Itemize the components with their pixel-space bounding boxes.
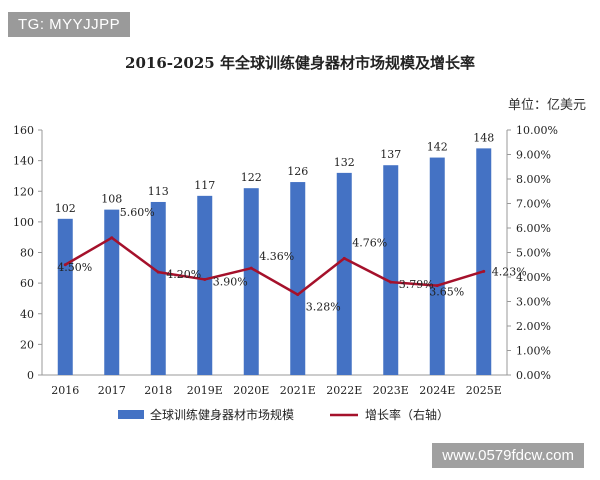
legend-line-label: 增长率（右轴）	[365, 407, 449, 422]
bar-label: 142	[427, 141, 448, 154]
bar-2017	[104, 209, 120, 375]
unit-label: 单位：亿美元	[507, 98, 586, 113]
right-tick-label: 4.00%	[516, 271, 551, 284]
left-tick-label: 100	[13, 216, 34, 229]
left-tick-label: 60	[20, 277, 34, 290]
right-tick-label: 10.00%	[516, 124, 558, 137]
growth-rate-point	[63, 263, 67, 267]
bar-label: 122	[241, 171, 262, 184]
growth-rate-label: 3.28%	[306, 301, 341, 314]
x-tick-label: 2019E	[187, 384, 223, 397]
right-tick-label: 1.00%	[516, 345, 551, 358]
growth-rate-label: 3.65%	[429, 286, 464, 299]
legend-bar-label: 全球训练健身器材市场规模	[150, 407, 294, 422]
left-tick-label: 160	[13, 124, 34, 137]
x-tick-label: 2022E	[326, 384, 362, 397]
growth-rate-point	[296, 293, 300, 297]
growth-rate-label: 4.76%	[352, 236, 387, 249]
growth-rate-point	[435, 284, 439, 288]
growth-rate-label: 4.23%	[492, 265, 527, 278]
growth-rate-point	[110, 236, 114, 240]
bar-2019E	[197, 195, 213, 375]
bar-label: 126	[287, 165, 308, 178]
bar-label: 108	[101, 193, 122, 206]
x-tick-label: 2025E	[466, 384, 502, 397]
left-tick-label: 140	[13, 155, 34, 168]
right-tick-label: 5.00%	[516, 247, 551, 260]
growth-rate-label: 4.20%	[166, 268, 201, 281]
x-tick-label: 2020E	[233, 384, 269, 397]
chart-title: 2016-2025 年全球训练健身器材市场规模及增长率	[125, 54, 475, 72]
x-tick-label: 2016	[51, 384, 79, 397]
bar-label: 148	[473, 131, 494, 144]
bar-label: 113	[148, 185, 169, 198]
right-tick-label: 0.00%	[516, 369, 551, 382]
bar-2018	[150, 201, 166, 375]
x-tick-label: 2023E	[373, 384, 409, 397]
bar-2016	[57, 218, 73, 375]
bar-label: 137	[380, 148, 401, 161]
growth-rate-label: 4.36%	[259, 250, 294, 263]
bar-label: 117	[194, 179, 215, 192]
left-tick-label: 0	[27, 369, 34, 382]
right-tick-label: 8.00%	[516, 173, 551, 186]
bar-label: 102	[55, 202, 76, 215]
right-tick-label: 9.00%	[516, 149, 551, 162]
watermark-top-left: TG: MYYJJPP	[8, 12, 131, 37]
x-tick-label: 2017	[98, 384, 126, 397]
growth-rate-point	[389, 280, 393, 284]
growth-rate-line	[64, 236, 485, 296]
right-tick-label: 2.00%	[516, 320, 551, 333]
bar-2025E	[476, 148, 492, 375]
growth-rate-point	[156, 270, 160, 274]
left-tick-label: 20	[20, 338, 34, 351]
x-tick-label: 2021E	[280, 384, 316, 397]
growth-rate-label: 3.90%	[213, 275, 248, 288]
growth-rate-label: 3.79%	[399, 278, 434, 291]
bar-label: 132	[334, 156, 355, 169]
growth-rate-point	[203, 277, 207, 281]
bar-2022E	[336, 172, 352, 375]
bar-2024E	[429, 157, 445, 375]
x-tick-label: 2018	[144, 384, 172, 397]
growth-rate-point	[482, 269, 486, 273]
left-tick-label: 80	[20, 247, 34, 260]
right-tick-label: 3.00%	[516, 296, 551, 309]
watermark-bottom-right: www.0579fdcw.com	[432, 443, 584, 468]
growth-rate-point	[342, 256, 346, 260]
left-tick-label: 40	[20, 308, 34, 321]
growth-rate-label: 4.50%	[57, 261, 92, 274]
right-tick-label: 6.00%	[516, 222, 551, 235]
growth-rate-point	[249, 266, 253, 270]
bar-2023E	[383, 165, 399, 375]
right-tick-label: 7.00%	[516, 198, 551, 211]
bar-2021E	[290, 182, 306, 375]
growth-rate-label: 5.60%	[120, 206, 155, 219]
legend-bar-swatch	[118, 410, 144, 419]
x-tick-label: 2024E	[419, 384, 455, 397]
bar-2020E	[243, 188, 259, 375]
left-tick-label: 120	[13, 185, 34, 198]
